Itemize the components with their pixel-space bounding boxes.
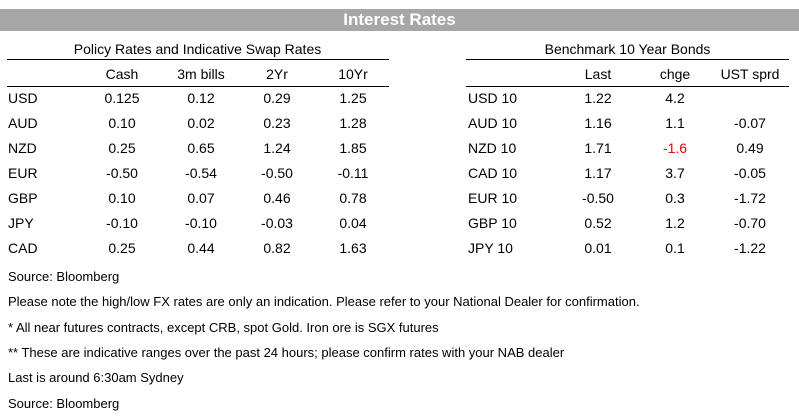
table-row: GBP 0.10 0.07 0.46 0.78 EUR 10 -0.50 0.3…: [0, 186, 799, 211]
bonds-col-ust-sprd: UST sprd: [720, 66, 780, 82]
fx-disclaimer-note: Please note the high/low FX rates are on…: [8, 294, 640, 309]
bonds-heading: Benchmark 10 Year Bonds: [544, 41, 711, 57]
policy-10yr-value: 1.28: [339, 115, 367, 131]
panel-title: Interest Rates: [0, 9, 799, 31]
policy-cash-value: 0.125: [104, 90, 140, 106]
bond-last-value: -0.50: [582, 190, 614, 206]
policy-10yr-value: 1.63: [339, 240, 367, 256]
bond-sprd-value: -1.22: [734, 240, 766, 256]
policy-row-label: CAD: [8, 240, 38, 256]
policy-2yr-value: -0.03: [261, 215, 293, 231]
bonds-heading-rule: [466, 59, 789, 60]
bond-last-value: 1.22: [584, 90, 612, 106]
bond-chge-value: 1.1: [665, 115, 685, 131]
bond-last-value: 1.17: [584, 165, 612, 181]
policy-3m-value: 0.65: [187, 140, 215, 156]
policy-2yr-value: 0.82: [263, 240, 291, 256]
bond-chge-value: 0.1: [665, 240, 685, 256]
policy-col-3m-bills: 3m bills: [177, 66, 225, 82]
policy-col-10yr: 10Yr: [338, 66, 368, 82]
table-row: EUR -0.50 -0.54 -0.50 -0.11 CAD 10 1.17 …: [0, 161, 799, 186]
policy-row-label: EUR: [8, 165, 38, 181]
table-row: NZD 0.25 0.65 1.24 1.85 NZD 10 1.71 -1.6…: [0, 136, 799, 161]
bond-last-value: 1.71: [584, 140, 612, 156]
bond-chge-value: 3.7: [665, 165, 685, 181]
policy-row-label: USD: [8, 90, 38, 106]
bond-row-label: NZD 10: [468, 140, 517, 156]
policy-cash-value: 0.25: [108, 140, 136, 156]
policy-header-rule: [7, 86, 389, 87]
source-note-footer: Source: Bloomberg: [8, 396, 120, 411]
policy-row-label: JPY: [8, 215, 34, 231]
policy-10yr-value: -0.11: [337, 165, 369, 181]
bond-last-value: 1.16: [584, 115, 612, 131]
bond-sprd-value: -0.05: [734, 165, 766, 181]
timing-note: Last is around 6:30am Sydney: [8, 370, 184, 385]
policy-3m-value: 0.44: [187, 240, 215, 256]
policy-row-label: GBP: [8, 190, 38, 206]
table-row: AUD 0.10 0.02 0.23 1.28 AUD 10 1.16 1.1 …: [0, 111, 799, 136]
policy-2yr-value: 1.24: [263, 140, 291, 156]
policy-2yr-value: 0.23: [263, 115, 291, 131]
policy-3m-value: -0.54: [185, 165, 217, 181]
bond-row-label: JPY 10: [468, 240, 513, 256]
policy-3m-value: -0.10: [185, 215, 217, 231]
policy-2yr-value: -0.50: [261, 165, 293, 181]
policy-cash-value: 0.10: [108, 190, 136, 206]
bond-chge-value: 1.2: [665, 215, 685, 231]
table-row: JPY -0.10 -0.10 -0.03 0.04 GBP 10 0.52 1…: [0, 211, 799, 236]
policy-10yr-value: 0.04: [339, 215, 367, 231]
bond-row-label: USD 10: [468, 90, 518, 106]
bonds-col-chge: chge: [659, 66, 691, 82]
policy-heading-rule: [7, 59, 389, 60]
policy-row-label: AUD: [8, 115, 38, 131]
bonds-header-rule: [466, 86, 789, 87]
bond-chge-value: 0.3: [665, 190, 685, 206]
bond-row-label: AUD 10: [468, 115, 518, 131]
policy-cash-value: 0.25: [108, 240, 136, 256]
bond-row-label: EUR 10: [468, 190, 518, 206]
policy-col-2yr: 2Yr: [266, 66, 288, 82]
policy-10yr-value: 1.85: [339, 140, 367, 156]
policy-row-label: NZD: [8, 140, 37, 156]
bond-sprd-value: -1.72: [734, 190, 766, 206]
bond-sprd-value: 0.49: [736, 140, 764, 156]
bond-row-label: GBP 10: [468, 215, 517, 231]
policy-2yr-value: 0.46: [263, 190, 291, 206]
policy-3m-value: 0.07: [187, 190, 215, 206]
policy-10yr-value: 1.25: [339, 90, 367, 106]
policy-rates-heading: Policy Rates and Indicative Swap Rates: [73, 41, 322, 57]
table-row: USD 0.125 0.12 0.29 1.25 USD 10 1.22 4.2: [0, 86, 799, 111]
policy-cash-value: -0.10: [106, 215, 138, 231]
policy-3m-value: 0.02: [187, 115, 215, 131]
policy-cash-value: 0.10: [108, 115, 136, 131]
source-note: Source: Bloomberg: [8, 269, 120, 284]
bond-row-label: CAD 10: [468, 165, 518, 181]
bond-last-value: 0.52: [584, 215, 612, 231]
policy-3m-value: 0.12: [187, 90, 215, 106]
futures-note: * All near futures contracts, except CRB…: [8, 320, 439, 335]
bond-sprd-value: -0.70: [734, 215, 766, 231]
bond-last-value: 0.01: [584, 240, 612, 256]
policy-col-cash: Cash: [105, 66, 139, 82]
policy-2yr-value: 0.29: [263, 90, 291, 106]
bond-sprd-value: -0.07: [734, 115, 766, 131]
bond-chge-value: 4.2: [665, 90, 685, 106]
policy-10yr-value: 0.78: [339, 190, 367, 206]
bonds-col-last: Last: [584, 66, 612, 82]
table-row: CAD 0.25 0.44 0.82 1.63 JPY 10 0.01 0.1 …: [0, 236, 799, 261]
ranges-note: ** These are indicative ranges over the …: [8, 345, 565, 360]
policy-cash-value: -0.50: [106, 165, 138, 181]
bond-sprd-value: [710, 86, 790, 111]
bond-chge-value-highlighted: -1.6: [662, 140, 688, 156]
